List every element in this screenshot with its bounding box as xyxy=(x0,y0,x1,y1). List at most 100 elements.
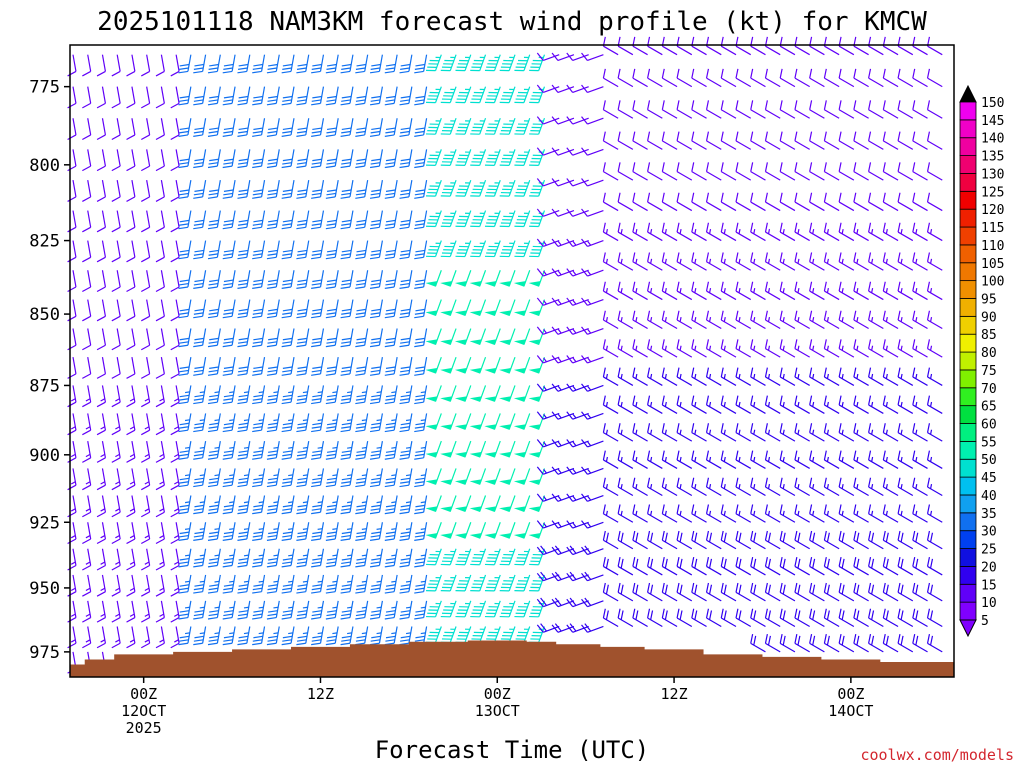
wind-barb xyxy=(617,192,634,212)
wind-barb xyxy=(581,268,604,277)
barb-shaft xyxy=(101,299,107,317)
barb-full-feather xyxy=(222,616,233,620)
barb-shaft xyxy=(647,432,663,442)
wind-barb xyxy=(399,328,413,348)
wind-barb xyxy=(82,299,92,322)
barb-half-feather xyxy=(782,483,785,489)
barb-full-feather xyxy=(750,222,754,233)
barb-shaft xyxy=(676,376,693,386)
barb-shaft xyxy=(160,495,165,513)
barb-full-feather xyxy=(554,545,562,554)
wind-barb xyxy=(96,210,107,233)
barb-full-feather xyxy=(126,484,136,491)
barb-full-feather xyxy=(355,99,366,102)
wind-barb xyxy=(750,395,766,414)
barb-half-feather xyxy=(767,258,771,264)
barb-shaft xyxy=(508,54,516,71)
barb-half-feather xyxy=(605,373,608,379)
barb-full-feather xyxy=(926,367,931,378)
barb-shaft xyxy=(393,270,398,288)
wind-barb xyxy=(140,240,151,263)
barb-full-feather xyxy=(208,223,219,226)
barb-full-feather xyxy=(581,52,588,61)
barb-full-feather xyxy=(268,531,278,535)
wind-barb xyxy=(469,299,487,317)
barb-shaft xyxy=(260,270,266,288)
barb-pennant xyxy=(469,533,483,539)
barb-shaft xyxy=(131,86,136,104)
barb-pennant xyxy=(528,451,541,458)
barb-shaft xyxy=(175,149,180,167)
wind-barb xyxy=(882,423,899,442)
barb-full-feather xyxy=(282,394,293,398)
barb-full-feather xyxy=(222,484,233,488)
barb-half-feather xyxy=(332,419,338,422)
barb-full-feather xyxy=(632,530,636,541)
barb-half-feather xyxy=(664,401,667,407)
wind-barb xyxy=(647,504,663,523)
barb-full-feather xyxy=(400,534,410,538)
barb-shaft xyxy=(543,384,560,392)
barb-shaft xyxy=(87,299,92,317)
barb-shaft xyxy=(290,600,295,618)
barb-full-feather xyxy=(252,223,263,226)
wind-barb xyxy=(536,439,560,448)
barb-full-feather xyxy=(341,508,351,511)
wind-barb xyxy=(499,328,516,346)
barb-full-feather xyxy=(838,504,842,514)
barb-shaft xyxy=(897,486,914,497)
barb-shaft xyxy=(479,86,487,103)
barb-half-feather xyxy=(243,528,249,530)
barb-shaft xyxy=(246,495,251,513)
barb-shaft xyxy=(216,413,221,431)
barb-full-feather xyxy=(602,557,606,567)
barb-half-feather xyxy=(420,528,426,530)
barb-shaft xyxy=(408,440,413,458)
barb-half-feather xyxy=(572,241,577,246)
barb-full-feather xyxy=(178,165,189,169)
wind-barb xyxy=(750,192,766,212)
wind-barb xyxy=(296,54,310,74)
barb-full-feather xyxy=(536,208,544,217)
barb-pennant xyxy=(499,533,512,539)
wind-barb xyxy=(838,557,855,576)
barb-shaft xyxy=(691,109,707,119)
wind-barb xyxy=(455,548,472,566)
barb-half-feather xyxy=(915,429,918,435)
barb-full-feather xyxy=(193,587,204,591)
wind-barb xyxy=(602,100,619,119)
wind-barb xyxy=(266,118,280,137)
barb-full-feather xyxy=(676,310,680,321)
barb-shaft xyxy=(572,269,589,277)
barb-full-feather xyxy=(400,557,411,561)
barb-shaft xyxy=(246,270,251,288)
barb-full-feather xyxy=(823,450,827,461)
wind-barb xyxy=(566,466,589,475)
wind-barb xyxy=(340,495,354,515)
barb-full-feather xyxy=(282,613,292,617)
wind-barb xyxy=(311,118,325,137)
barb-full-feather xyxy=(647,423,651,433)
barb-shaft xyxy=(246,240,251,258)
barb-full-feather xyxy=(296,561,307,565)
wind-barb xyxy=(602,504,619,523)
wind-barb xyxy=(296,328,310,348)
barb-shaft xyxy=(423,440,428,458)
barb-full-feather xyxy=(267,561,278,565)
wind-barb xyxy=(838,131,855,150)
barb-shaft xyxy=(794,432,810,442)
barb-full-feather xyxy=(400,453,410,457)
barb-shaft xyxy=(187,522,192,540)
barb-full-feather xyxy=(926,557,931,567)
wind-barb xyxy=(237,240,251,260)
barb-shaft xyxy=(794,486,810,497)
barb-half-feather xyxy=(199,580,205,583)
wind-barb xyxy=(178,357,192,376)
barb-full-feather xyxy=(841,532,845,543)
barb-full-feather xyxy=(325,538,336,541)
barb-full-feather xyxy=(268,584,278,587)
wind-barb xyxy=(67,149,77,172)
barb-full-feather xyxy=(266,70,277,74)
barb-shaft xyxy=(275,299,280,317)
barb-full-feather xyxy=(355,398,366,401)
